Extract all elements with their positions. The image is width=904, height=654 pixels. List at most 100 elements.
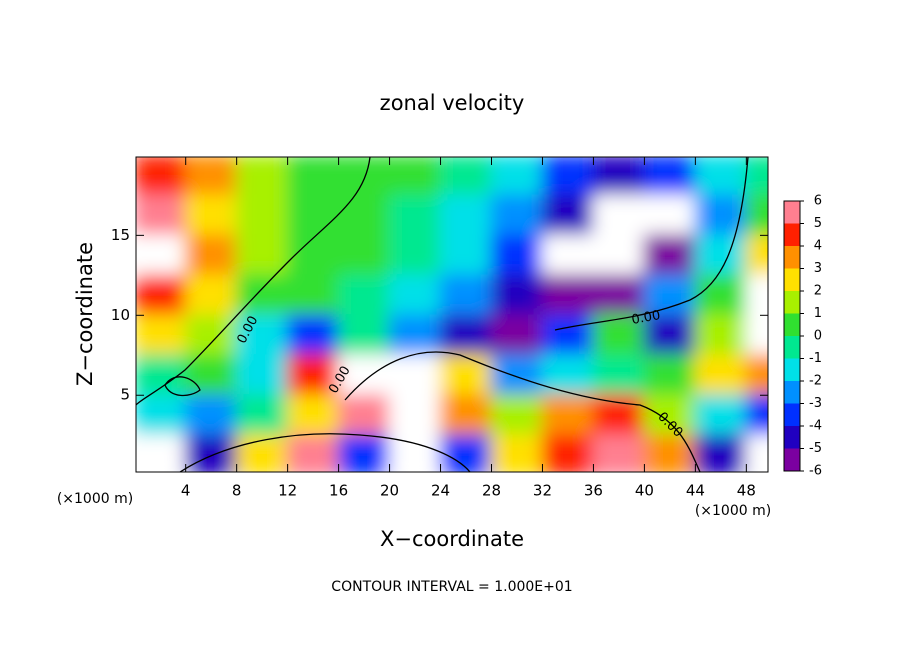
x-tick-label: 32	[533, 482, 552, 500]
cell	[541, 354, 595, 397]
chart-title: zonal velocity	[380, 91, 525, 115]
cell	[592, 354, 646, 397]
cell	[439, 314, 493, 357]
cell	[337, 274, 391, 317]
cell	[592, 434, 646, 472]
cell	[541, 274, 595, 317]
cell	[643, 234, 697, 277]
colorbar-swatch	[784, 381, 800, 404]
cell	[745, 157, 768, 197]
colorbar-swatch	[784, 403, 800, 426]
colorbar-label: 0	[814, 329, 822, 344]
cells	[136, 157, 768, 472]
colorbar-label: 6	[814, 194, 822, 209]
cell	[439, 194, 493, 237]
colorbar-swatch	[784, 246, 800, 269]
cell	[184, 354, 238, 397]
cell	[184, 394, 238, 437]
cell	[541, 394, 595, 437]
colorbar-label: -1	[809, 351, 822, 366]
y-tick-label: 10	[111, 306, 130, 324]
cell	[490, 157, 544, 197]
cell	[286, 274, 340, 317]
cell	[694, 274, 748, 317]
cell	[643, 274, 697, 317]
colorbar-label: 1	[814, 306, 822, 321]
field	[136, 157, 768, 472]
cell	[337, 354, 391, 397]
cell	[745, 314, 768, 357]
cell	[745, 234, 768, 277]
colorbar-label: -2	[809, 374, 822, 389]
cell	[388, 354, 442, 397]
cell	[235, 274, 289, 317]
cell	[541, 234, 595, 277]
x-tick-label: 48	[737, 482, 756, 500]
cell	[439, 157, 493, 197]
colorbar-label: -4	[809, 419, 822, 434]
cell	[490, 194, 544, 237]
x-tick-label: 24	[431, 482, 450, 500]
cell	[337, 394, 391, 437]
cell	[184, 234, 238, 277]
contour-line	[554, 157, 749, 331]
cell	[235, 394, 289, 437]
colorbar-swatch	[784, 201, 800, 224]
cell	[643, 314, 697, 357]
x-tick-label: 8	[232, 482, 242, 500]
cell	[286, 314, 340, 357]
cell	[388, 314, 442, 357]
cell	[388, 394, 442, 437]
x-tick-label: 20	[380, 482, 399, 500]
x-tick-label: 4	[181, 482, 191, 500]
cell	[541, 157, 595, 197]
cell	[490, 274, 544, 317]
colorbar-swatch	[784, 313, 800, 336]
contour-line	[136, 157, 371, 406]
contour-line	[179, 433, 471, 472]
x-tick-label: 28	[482, 482, 501, 500]
cell	[439, 394, 493, 437]
cell	[235, 194, 289, 237]
plot-frame	[135, 156, 769, 473]
cell	[388, 194, 442, 237]
cell	[694, 354, 748, 397]
cell	[337, 314, 391, 357]
x-tick-label: 16	[329, 482, 348, 500]
y-tick-label: 15	[111, 226, 130, 244]
colorbar-label: 5	[814, 216, 822, 231]
cell	[439, 434, 493, 472]
cell	[745, 434, 768, 472]
cell	[184, 434, 238, 472]
cell	[286, 394, 340, 437]
cell	[136, 434, 187, 472]
cell	[184, 274, 238, 317]
cell	[694, 434, 748, 472]
cell	[286, 434, 340, 472]
colorbar-label: 3	[814, 261, 822, 276]
cell	[745, 354, 768, 397]
cell	[388, 274, 442, 317]
cell	[541, 314, 595, 357]
cell	[541, 434, 595, 472]
cell	[337, 194, 391, 237]
cell	[694, 314, 748, 357]
cell	[388, 434, 442, 472]
colorbar-swatch	[784, 336, 800, 359]
cell	[235, 354, 289, 397]
colorbar-label: -6	[809, 464, 822, 479]
footer: CONTOUR INTERVAL = 1.000E+01	[331, 579, 572, 595]
cell	[643, 394, 697, 437]
cell	[694, 394, 748, 437]
x-tick-label: 40	[635, 482, 654, 500]
x-unit-right: (×1000 m)	[695, 503, 771, 519]
cell	[643, 157, 697, 197]
y-tick-label: 5	[120, 386, 130, 404]
cell	[643, 194, 697, 237]
cell	[592, 194, 646, 237]
cell	[592, 234, 646, 277]
cell	[136, 394, 187, 437]
cell	[745, 394, 768, 437]
cell	[490, 394, 544, 437]
